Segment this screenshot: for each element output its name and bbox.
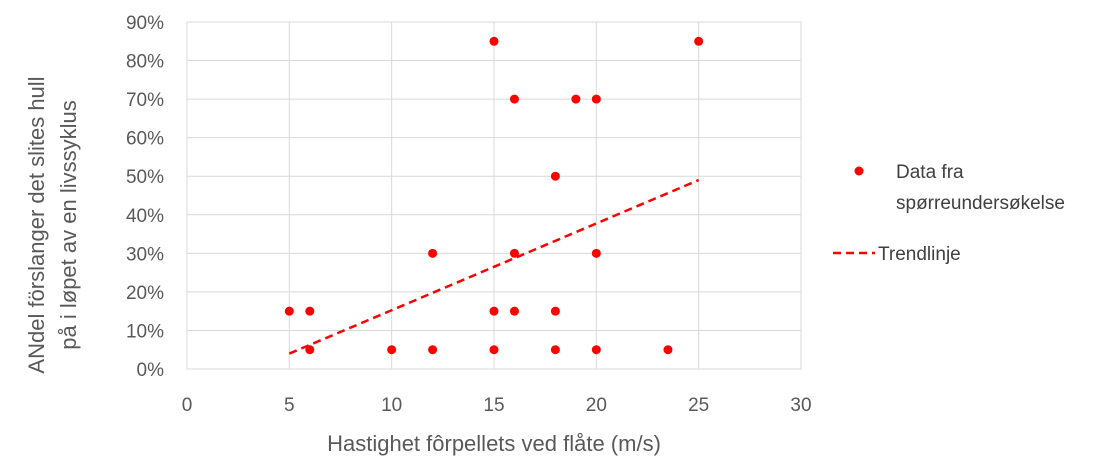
x-tick-label: 30 [790,395,811,416]
y-axis-title: ANdel förslanger det slites hull på i lø… [24,76,81,373]
data-point [428,248,438,258]
data-point [489,345,499,355]
data-point [550,345,560,355]
data-point [694,36,704,46]
y-tick-labels: 0% 10% 20% 30% 40% 50% 60% 70% 80% 90% [126,13,164,381]
data-point [509,248,519,258]
x-tick-label: 5 [284,395,295,416]
y-tick-label: 90% [126,13,164,34]
y-tick-label: 80% [126,52,164,73]
data-points [284,36,704,355]
data-point [591,345,601,355]
trendline [288,178,700,355]
data-point [663,345,673,355]
data-point [591,248,601,258]
data-point [571,94,581,104]
data-point [509,306,519,316]
data-point [305,345,315,355]
y-tick-label: 60% [126,129,164,150]
x-tick-label: 20 [586,395,607,416]
grid-lines [186,21,802,370]
y-axis-title-line-1: ANdel förslanger det slites hull [24,76,49,373]
legend-label-survey-line-2: spørreundersøkelse [896,193,1065,214]
data-point [489,306,499,316]
x-tick-label: 25 [688,395,709,416]
data-point [284,306,294,316]
legend-marker-survey [854,166,864,176]
y-tick-label: 10% [126,321,164,342]
data-point [550,306,560,316]
data-point [489,36,499,46]
legend-label-survey-line-1: Data fra [896,162,964,183]
plot-area-border [186,21,802,370]
y-axis-title-line-2: på i løpet av en livssyklus [56,100,81,349]
y-tick-label: 20% [126,283,164,304]
y-tick-label: 70% [126,90,164,111]
data-point [387,345,397,355]
y-tick-label: 30% [126,244,164,265]
y-tick-label: 50% [126,167,164,188]
x-axis-title: Hastighet fôrpellets ved flåte (m/s) [327,431,661,456]
data-point [305,306,315,316]
x-tick-label: 15 [483,395,504,416]
x-tick-labels: 0 5 10 15 20 25 30 [182,395,812,416]
data-point [591,94,601,104]
y-tick-label: 40% [126,206,164,227]
legend-label-trend: Trendlinje [878,244,961,265]
data-point [428,345,438,355]
y-tick-label: 0% [137,360,165,381]
data-point [509,94,519,104]
data-point [550,171,560,181]
trendline-layer [288,178,700,355]
legend: Data fra spørreundersøkelse Trendlinje [833,162,1065,265]
x-tick-label: 10 [381,395,402,416]
x-tick-label: 0 [182,395,193,416]
